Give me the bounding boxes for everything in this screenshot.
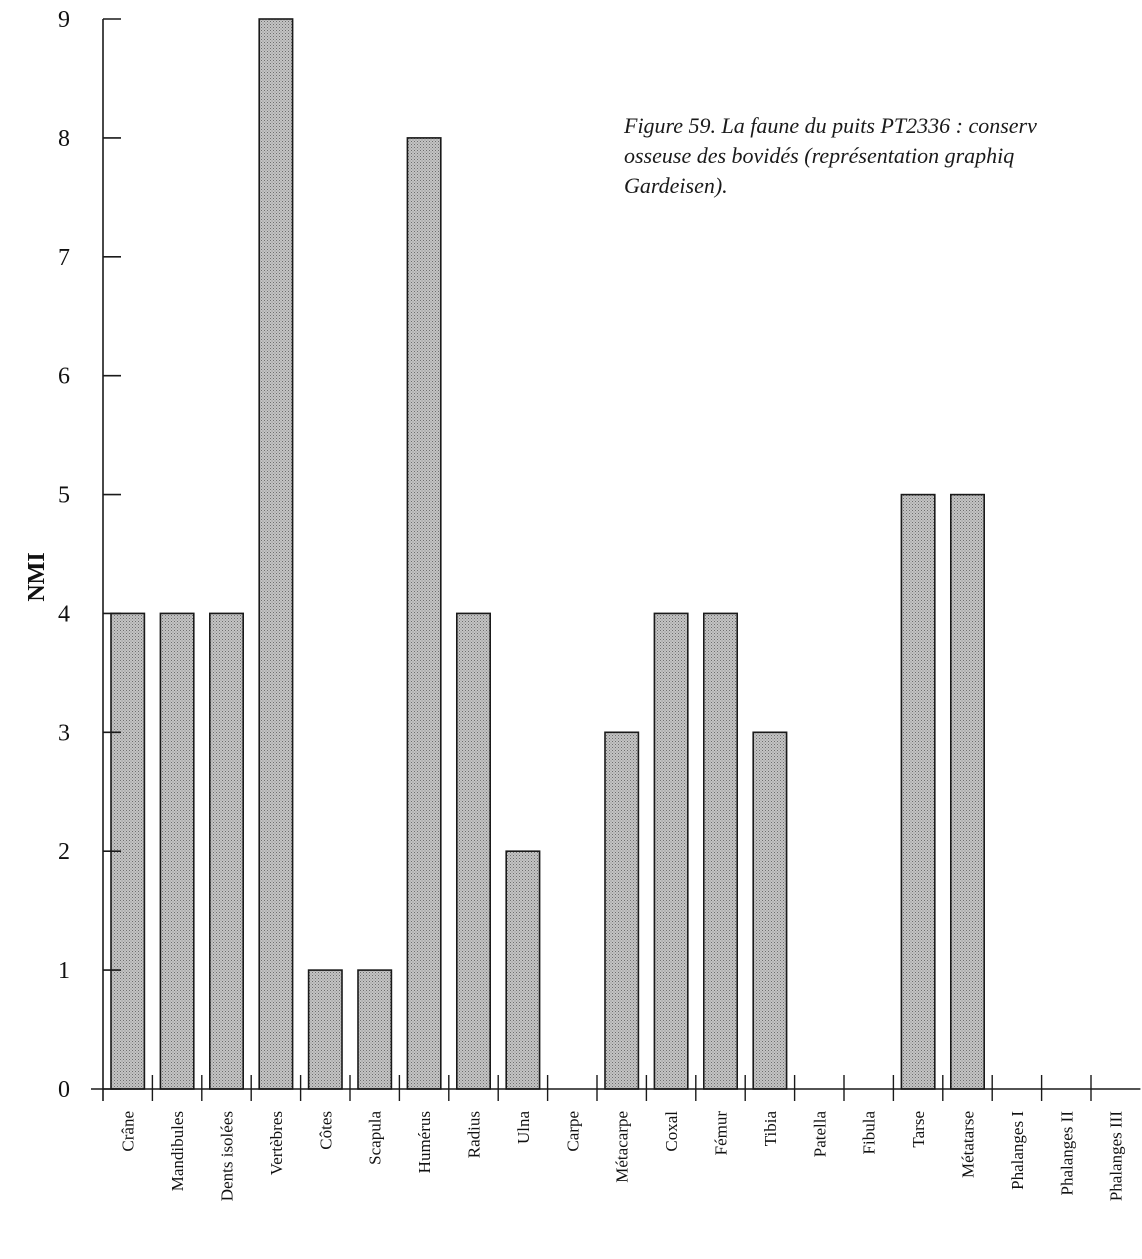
y-tick-label-2: 2	[58, 839, 70, 865]
category-label-7: Radius	[465, 1111, 484, 1158]
bar-16	[900, 493, 936, 1090]
category-label-15: Fibula	[860, 1111, 879, 1155]
category-label-12: Fémur	[712, 1111, 731, 1156]
category-label-13: Tibia	[761, 1111, 780, 1147]
axes-layer	[91, 18, 1141, 1101]
category-label-1: Mandibules	[168, 1111, 187, 1191]
labels-layer: 0 1 2 3 4 5 6 7 8 9 Crâne Mandibules Dents isolées Ve…	[58, 7, 1126, 1201]
category-label-14: Patella	[810, 1111, 829, 1158]
category-label-20: Phalanges III	[1107, 1111, 1126, 1202]
y-tick-label-5: 5	[58, 483, 70, 509]
category-label-2: Dents isolées	[218, 1111, 237, 1201]
bar-3	[258, 18, 294, 1090]
category-label-5: Scapula	[366, 1111, 385, 1165]
category-label-9: Carpe	[563, 1111, 582, 1152]
category-label-0: Crâne	[119, 1111, 138, 1152]
bar-1	[159, 612, 195, 1090]
bars-layer	[110, 18, 985, 1090]
bar-4	[307, 969, 343, 1090]
bar-10	[604, 731, 640, 1090]
y-axis-title: NMI	[24, 552, 50, 601]
category-label-4: Côtes	[316, 1111, 335, 1150]
caption-line-2: osseuse des bovidés (représentation grap…	[624, 143, 1015, 168]
figure-caption: Figure 59. La faune du puits PT2336 : co…	[624, 111, 1142, 201]
bar-5	[357, 969, 393, 1090]
y-tick-label-7: 7	[58, 245, 70, 271]
y-tick-label-8: 8	[58, 126, 70, 152]
bar-2	[209, 612, 245, 1090]
y-tick-label-4: 4	[58, 601, 70, 627]
y-tick-label-3: 3	[58, 720, 70, 746]
bar-7	[455, 612, 491, 1090]
y-tick-label-6: 6	[58, 364, 70, 390]
bar-12	[702, 612, 738, 1090]
category-label-3: Vertèbres	[267, 1111, 286, 1175]
category-label-8: Ulna	[514, 1111, 533, 1145]
bar-6	[406, 137, 442, 1090]
bar-8	[505, 850, 541, 1090]
y-tick-label-1: 1	[58, 958, 70, 984]
bar-11	[653, 612, 689, 1090]
caption-line-3: Gardeisen).	[624, 173, 728, 198]
category-label-16: Tarse	[909, 1111, 928, 1148]
y-tick-label-9: 9	[58, 7, 70, 33]
category-label-17: Métatarse	[959, 1111, 978, 1178]
category-label-19: Phalanges II	[1057, 1111, 1076, 1196]
caption-line-1: Figure 59. La faune du puits PT2336 : co…	[624, 113, 1037, 138]
category-label-18: Phalanges I	[1008, 1111, 1027, 1190]
category-label-11: Coxal	[662, 1111, 681, 1152]
y-tick-label-0: 0	[58, 1077, 70, 1103]
category-label-6: Humérus	[415, 1111, 434, 1173]
bar-13	[752, 731, 788, 1090]
bar-17	[949, 493, 985, 1090]
category-label-10: Métacarpe	[613, 1111, 632, 1183]
